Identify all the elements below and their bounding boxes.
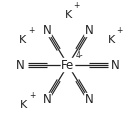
Text: K: K: [64, 11, 72, 20]
Text: K: K: [19, 35, 26, 45]
Text: N: N: [43, 93, 51, 106]
Text: +: +: [116, 26, 123, 35]
Text: K: K: [108, 35, 115, 45]
Text: N: N: [111, 58, 120, 71]
Text: +: +: [73, 1, 79, 10]
Text: N: N: [16, 58, 25, 71]
Text: 4-: 4-: [75, 51, 83, 60]
Text: N: N: [85, 24, 93, 37]
Text: +: +: [28, 26, 34, 35]
Text: K: K: [20, 100, 27, 110]
Text: Fe: Fe: [61, 58, 75, 71]
Text: +: +: [29, 91, 35, 100]
Text: N: N: [43, 24, 51, 37]
Text: N: N: [85, 93, 93, 106]
